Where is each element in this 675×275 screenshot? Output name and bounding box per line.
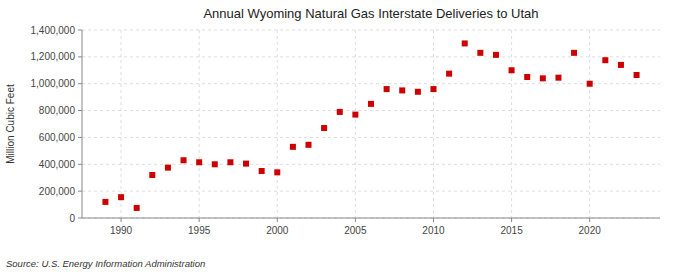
point (618, 62, 624, 68)
y-grid-line (82, 191, 660, 192)
x-tick (511, 218, 512, 222)
point (446, 71, 452, 77)
x-tick (277, 218, 278, 222)
point (399, 87, 405, 93)
x-tick (355, 218, 356, 222)
y-tick-label: 0 (69, 213, 75, 224)
point (352, 112, 358, 118)
y-grid-line (82, 164, 660, 165)
point (306, 142, 312, 148)
y-tick-label: 400,000 (39, 159, 76, 170)
point (555, 75, 561, 81)
point (337, 109, 343, 115)
x-tick (433, 218, 434, 222)
x-tick (121, 218, 122, 222)
y-tick-label: 800,000 (39, 105, 76, 116)
point (243, 161, 249, 167)
x-tick-label: 1990 (110, 225, 133, 236)
x-grid-line (199, 30, 200, 218)
point (196, 159, 202, 165)
point (274, 169, 280, 175)
y-grid-line (82, 137, 660, 138)
point (415, 89, 421, 95)
x-axis-line (82, 218, 660, 219)
x-tick-label: 1995 (188, 225, 211, 236)
point (540, 75, 546, 81)
points (102, 40, 639, 211)
x-grid-line (511, 30, 512, 218)
y-tick (78, 191, 82, 192)
x-tick (589, 218, 590, 222)
point (165, 165, 171, 171)
y-tick (78, 30, 82, 31)
y-grid-line (82, 110, 660, 111)
y-tick (78, 83, 82, 84)
point (134, 205, 140, 211)
point (149, 172, 155, 178)
x-tick-label: 2020 (579, 225, 602, 236)
y-grid-line (82, 30, 660, 31)
y-grid-line (82, 83, 660, 84)
x-grid-line (355, 30, 356, 218)
x-tick-label: 2015 (500, 225, 523, 236)
title: Annual Wyoming Natural Gas Interstate De… (203, 6, 538, 21)
y-tick-label: 200,000 (39, 186, 76, 197)
x-grid-line (277, 30, 278, 218)
point (634, 72, 640, 78)
point (524, 74, 530, 80)
y-tick (78, 218, 82, 219)
x-grid-line (121, 30, 122, 218)
point (462, 40, 468, 46)
y-grid-line (82, 218, 660, 219)
point (181, 157, 187, 163)
x-tick-label: 2000 (266, 225, 289, 236)
point (384, 86, 390, 92)
y-axis-label: Million Cubic Feet (5, 84, 16, 164)
y-tick-label: 600,000 (39, 132, 76, 143)
point (102, 199, 108, 205)
point (509, 67, 515, 73)
x-tick-label: 2010 (422, 225, 445, 236)
y-tick (78, 137, 82, 138)
y-tick-label: 1,000,000 (31, 78, 76, 89)
y-tick (78, 164, 82, 165)
point (290, 144, 296, 150)
y-grid-line (82, 56, 660, 57)
point (227, 159, 233, 165)
y-tick-label: 1,400,000 (31, 25, 76, 36)
point (430, 86, 436, 92)
grid (82, 30, 660, 218)
point (118, 194, 124, 200)
point (212, 161, 218, 167)
x-tick-label: 2005 (344, 225, 367, 236)
point (368, 101, 374, 107)
y-tick-label: 1,200,000 (31, 51, 76, 62)
point (477, 50, 483, 56)
source: Source: U.S. Energy Information Administ… (6, 258, 205, 269)
point (571, 50, 577, 56)
point (493, 52, 499, 58)
point (602, 57, 608, 63)
x-tick (199, 218, 200, 222)
chart: 0 200,000 400,000 600,000 800,000 1,000,000 1,… (0, 0, 675, 275)
y-tick (78, 56, 82, 57)
x-grid-line (589, 30, 590, 218)
x-grid-line (433, 30, 434, 218)
point (587, 81, 593, 87)
axes: 0 200,000 400,000 600,000 800,000 1,000,000 1,… (31, 25, 661, 237)
y-axis-line (82, 30, 83, 218)
point (259, 168, 265, 174)
point (321, 125, 327, 131)
y-tick (78, 110, 82, 111)
